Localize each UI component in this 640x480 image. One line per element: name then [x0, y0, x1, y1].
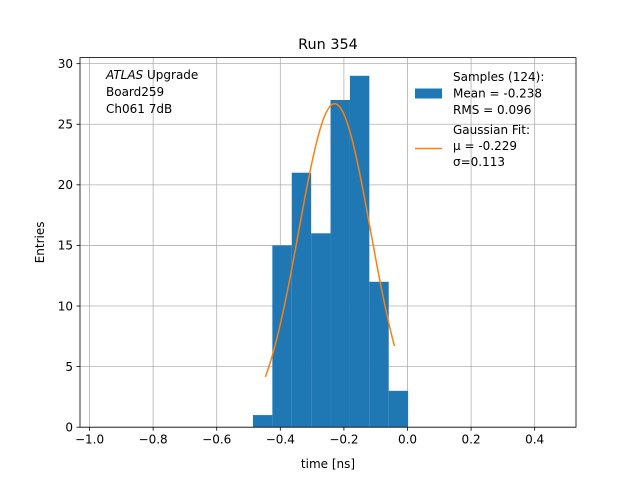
histogram-bar — [291, 172, 312, 428]
x-tick-label: −0.4 — [266, 433, 295, 447]
plot-frame — [79, 57, 577, 428]
x-tick-label: −0.6 — [202, 433, 231, 447]
legend-label: σ=0.113 — [453, 155, 505, 169]
gaussian-fit-curve — [264, 102, 396, 378]
annotation-line: Ch061 7dB — [106, 102, 172, 116]
y-axis-ticks: 0 5 10 15 20 25 30 — [58, 57, 80, 435]
annotation-line: Board259 — [106, 85, 164, 99]
histogram-bar — [252, 415, 273, 428]
y-tick-label: 10 — [58, 299, 73, 313]
y-tick-label: 25 — [58, 118, 73, 132]
x-axis-ticks: −1.0 −0.8 −0.6 −0.4 −0.2 0.0 0.2 0.4 — [75, 427, 544, 447]
histogram-bar — [369, 281, 389, 428]
legend-bar-swatch — [415, 88, 442, 99]
histogram-bar — [311, 233, 331, 428]
histogram-bars — [252, 75, 409, 428]
fit-line — [264, 102, 396, 378]
y-tick-label: 20 — [58, 178, 73, 192]
y-tick-label: 15 — [58, 239, 73, 253]
x-tick-label: 0.4 — [525, 433, 544, 447]
y-tick-label: 5 — [65, 360, 73, 374]
x-tick-label: 0.0 — [398, 433, 417, 447]
histogram-bar — [272, 245, 292, 428]
x-tick-label: 0.2 — [462, 433, 481, 447]
x-tick-label: −0.8 — [139, 433, 168, 447]
x-tick-label: −1.0 — [75, 433, 104, 447]
legend-label: Gaussian Fit: — [453, 123, 530, 137]
annotation-line: ATLAS Upgrade — [105, 68, 198, 82]
legend-label: Mean = -0.238 — [453, 87, 542, 101]
x-tick-label: −0.2 — [329, 433, 358, 447]
legend-label: μ = -0.229 — [453, 139, 517, 153]
y-tick-label: 30 — [58, 57, 73, 71]
atlas-annotation: ATLAS Upgrade Board259 Ch061 7dB — [105, 68, 198, 116]
histogram-bar — [349, 75, 370, 428]
y-axis-label: Entries — [33, 222, 47, 264]
legend: Samples (124): Mean = -0.238 RMS = 0.096… — [415, 70, 544, 169]
chart-title: Run 354 — [298, 37, 358, 53]
legend-label: RMS = 0.096 — [453, 103, 531, 117]
legend-label: Samples (124): — [453, 70, 544, 84]
histogram-bar — [330, 100, 350, 428]
y-tick-label: 0 — [65, 421, 73, 435]
histogram-bar — [388, 390, 409, 428]
x-axis-label: time [ns] — [301, 457, 355, 471]
